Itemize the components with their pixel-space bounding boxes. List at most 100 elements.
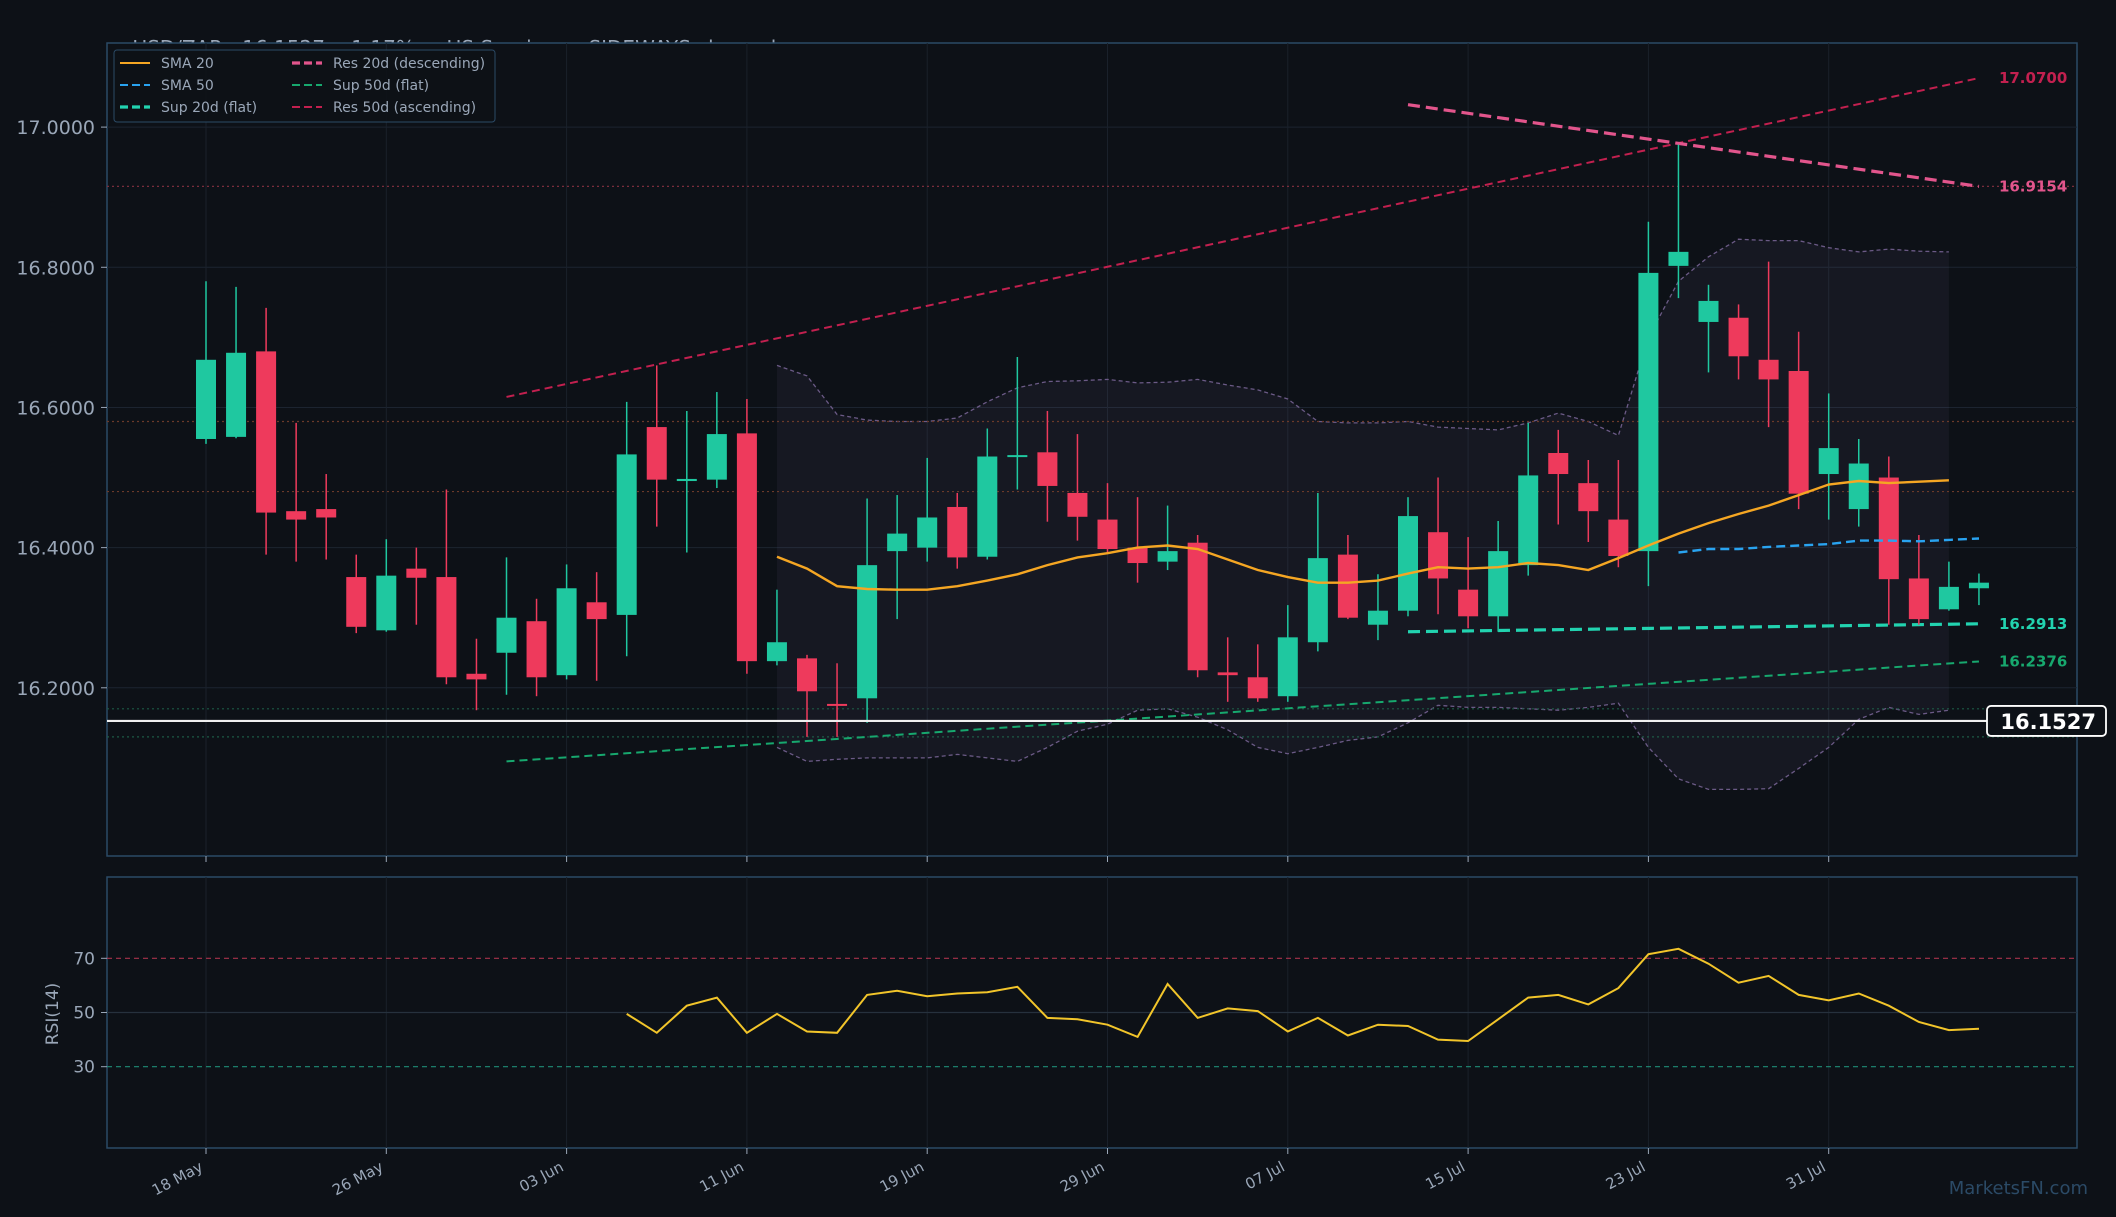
candle-body — [1488, 551, 1509, 617]
chart-legend: SMA 20 SMA 50 Sup 20d (flat) Res 20d (desce… — [113, 49, 496, 123]
candle-body — [646, 427, 667, 480]
rsi-ytick-label: 50 — [73, 1004, 95, 1024]
trendline-res50 — [506, 77, 1980, 398]
rsi-ytick-label: 70 — [73, 949, 95, 969]
trendline-label-res20: 16.9154 — [1999, 177, 2067, 195]
candle-body — [1578, 483, 1599, 512]
candle-body — [1698, 300, 1719, 322]
legend-label-sup20: Sup 20d (flat) — [161, 100, 257, 116]
trendline-res20 — [1407, 103, 1980, 188]
candle-body — [1037, 452, 1058, 486]
bollinger-lower-line — [776, 702, 1949, 791]
candle-body — [586, 602, 607, 620]
bollinger-upper-line — [776, 238, 1949, 437]
candle-body — [1277, 637, 1298, 697]
legend-label-res20: Res 20d (descending) — [333, 56, 485, 72]
trendline-label-sup20: 16.2913 — [1999, 615, 2067, 633]
price-ytick-label: 16.6000 — [16, 397, 95, 419]
xtick-label: 18 May — [149, 1158, 206, 1200]
candle-body — [256, 351, 277, 513]
candle-body — [226, 352, 247, 437]
xtick-label: 03 Jun — [516, 1158, 566, 1196]
watermark: MarketsFN.com — [1948, 1178, 2088, 1199]
candle-body — [1668, 251, 1689, 266]
xtick-label: 19 Jun — [877, 1158, 927, 1196]
price-ytick-label: 16.4000 — [16, 538, 95, 560]
legend-label-sma20: SMA 20 — [161, 56, 214, 72]
candle-body — [406, 568, 427, 578]
candle-body — [1097, 519, 1118, 550]
rsi-ytick-label: 30 — [73, 1058, 95, 1078]
candle-body — [1548, 453, 1569, 475]
candle-body — [1187, 542, 1208, 671]
price-ytick-label: 16.2000 — [16, 678, 95, 700]
candle-body — [1788, 371, 1809, 494]
candle-body — [917, 517, 938, 548]
candle-body — [1758, 359, 1779, 380]
candle-body — [1938, 586, 1959, 610]
legend-label-res50: Res 50d (ascending) — [333, 100, 476, 116]
xtick-label: 23 Jul — [1603, 1158, 1648, 1194]
candle-body — [316, 509, 337, 518]
candle-body — [1818, 448, 1839, 475]
candle-body — [1398, 516, 1418, 611]
rsi-ylabel: RSI(14) — [43, 983, 63, 1046]
candle-body — [766, 642, 787, 662]
candle-body — [376, 575, 397, 631]
candle-body — [797, 658, 817, 692]
candle-body — [616, 454, 637, 615]
candle-body — [1157, 551, 1178, 562]
candle-body — [857, 565, 878, 699]
candle-body — [1968, 582, 1989, 589]
candle-body — [827, 703, 848, 706]
trendline-sup20 — [1407, 622, 1979, 634]
candle-body — [706, 434, 727, 480]
candle-body — [1367, 610, 1388, 625]
sma20-line — [776, 479, 1949, 591]
candle-body — [1067, 492, 1088, 517]
candle-body — [1608, 519, 1629, 557]
sma50-line — [1678, 537, 1980, 554]
candle-body — [1908, 578, 1929, 620]
candle-body — [1007, 455, 1028, 458]
candle-body — [1458, 589, 1479, 617]
candle-body — [676, 478, 697, 482]
candle-body — [1878, 477, 1899, 580]
candle-body — [736, 433, 757, 662]
candle-body — [1337, 554, 1358, 618]
candle-body — [1307, 558, 1328, 643]
candle-body — [947, 506, 968, 558]
rsi-line — [626, 947, 1980, 1043]
trendline-sup50 — [506, 660, 1980, 763]
trendline-label-res50: 17.0700 — [1999, 69, 2067, 87]
legend-label-sup50: Sup 50d (flat) — [333, 78, 429, 94]
candle-body — [1728, 317, 1749, 357]
candle-body — [556, 588, 577, 676]
xtick-label: 07 Jul — [1242, 1158, 1287, 1194]
candle-body — [887, 533, 908, 552]
xtick-label: 11 Jun — [697, 1158, 747, 1196]
candle-body — [1518, 475, 1539, 566]
candle-body — [1217, 672, 1238, 676]
candle-body — [196, 359, 216, 439]
xtick-label: 31 Jul — [1783, 1158, 1828, 1194]
trendline-label-sup50: 16.2376 — [1999, 652, 2067, 670]
legend-label-sma50: SMA 50 — [161, 78, 214, 94]
candle-body — [286, 511, 307, 520]
xtick-label: 26 May — [329, 1158, 386, 1200]
current-price-badge — [1986, 705, 2107, 737]
candle-body — [466, 673, 487, 680]
candle-body — [496, 617, 517, 653]
current-price-label: 16.1527 — [2000, 710, 2096, 734]
candle-body — [1638, 272, 1659, 552]
xtick-label: 29 Jun — [1057, 1158, 1107, 1196]
candle-body — [346, 577, 367, 627]
candle-body — [977, 456, 998, 557]
price-ytick-label: 17.0000 — [16, 117, 95, 139]
xtick-label: 15 Jul — [1422, 1158, 1467, 1194]
candle-body — [1127, 547, 1148, 564]
candle-body — [436, 577, 457, 678]
candle-body — [526, 621, 547, 678]
